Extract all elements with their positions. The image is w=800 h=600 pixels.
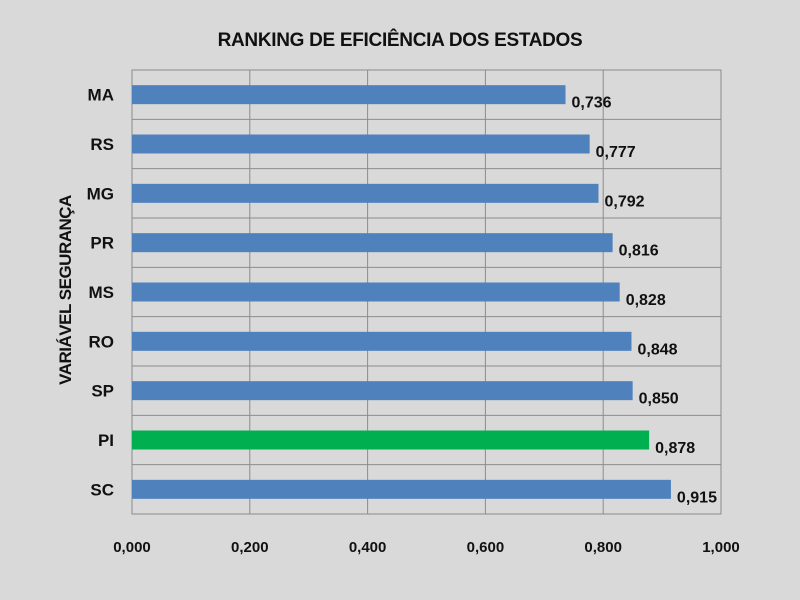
bar-sc bbox=[132, 479, 671, 499]
bar-ro bbox=[132, 331, 632, 351]
category-label: SP bbox=[91, 382, 114, 401]
category-label: RS bbox=[90, 135, 114, 154]
bar-mg bbox=[132, 183, 599, 203]
bar-sp bbox=[132, 381, 633, 401]
bar-rs bbox=[132, 134, 590, 154]
data-label: 0,777 bbox=[596, 144, 636, 161]
data-label: 0,850 bbox=[639, 391, 679, 408]
category-label: PI bbox=[98, 431, 114, 450]
data-label: 0,848 bbox=[637, 341, 677, 358]
x-tick-label: 0,200 bbox=[231, 539, 269, 556]
data-label: 0,878 bbox=[655, 440, 695, 457]
category-label: MA bbox=[88, 86, 114, 105]
x-tick-label: 0,000 bbox=[113, 539, 151, 556]
chart-title: RANKING DE EFICIÊNCIA DOS ESTADOS bbox=[217, 30, 583, 51]
x-tick-label: 1,000 bbox=[702, 539, 740, 556]
data-label: 0,792 bbox=[604, 193, 644, 210]
x-tick-label: 0,400 bbox=[349, 539, 387, 556]
bar-ma bbox=[132, 85, 566, 105]
category-label: SC bbox=[90, 480, 114, 499]
bar-pr bbox=[132, 233, 613, 253]
category-label: MG bbox=[87, 184, 114, 203]
category-label: PR bbox=[90, 234, 114, 253]
data-label: 0,736 bbox=[572, 95, 612, 112]
data-label: 0,816 bbox=[619, 243, 659, 260]
x-tick-label: 0,600 bbox=[467, 539, 505, 556]
bar-ms bbox=[132, 282, 620, 302]
category-label: RO bbox=[89, 332, 115, 351]
category-label: MS bbox=[89, 283, 115, 302]
x-tick-label: 0,800 bbox=[584, 539, 622, 556]
data-label: 0,828 bbox=[626, 292, 666, 309]
bar-pi bbox=[132, 430, 650, 450]
data-label: 0,915 bbox=[677, 489, 717, 506]
